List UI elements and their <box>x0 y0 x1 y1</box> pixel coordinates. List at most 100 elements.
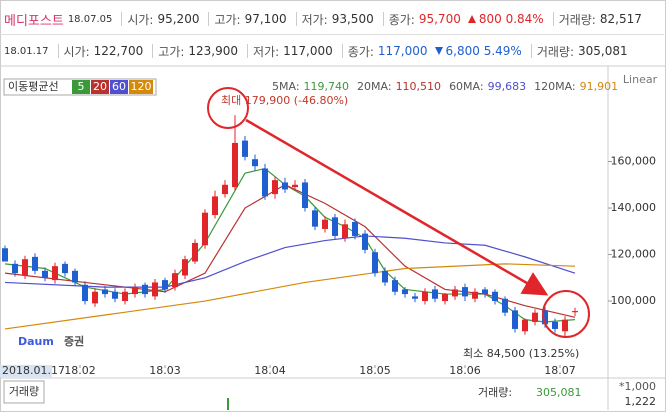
quote-row-latest: 메디포스트 18.07.05 시가: 95,200 고가: 97,100 저가: 93… <box>0 4 664 35</box>
candle-body <box>162 280 168 290</box>
volume-tab-label: 거래량 <box>9 385 39 398</box>
candle-body <box>432 289 438 299</box>
candle-body <box>92 291 98 304</box>
candle-body <box>222 184 228 195</box>
x-tick-label: 18.05 <box>359 364 391 377</box>
candle-body <box>72 270 78 283</box>
candle-body <box>232 142 238 188</box>
field-value: 117,000 <box>283 44 333 58</box>
candle-body <box>312 210 318 227</box>
candle-body <box>382 270 388 283</box>
candle-body <box>362 233 368 250</box>
x-tick-label: 18.04 <box>254 364 286 377</box>
x-tick-label: 18.03 <box>149 364 181 377</box>
candle-body <box>202 212 208 246</box>
ma-legend-name: 20MA: <box>357 80 392 93</box>
candle-body <box>252 159 258 167</box>
field-value: 117,000 <box>377 44 428 58</box>
candle-body <box>2 248 8 262</box>
ma-legend-value: 91,901 <box>580 80 619 93</box>
ma-legend-name: 120MA: <box>534 80 576 93</box>
candle-body <box>262 168 268 197</box>
field-value: 97,100 <box>244 12 287 26</box>
volume-bar-decor <box>227 398 229 410</box>
volume-value: 305,081 <box>536 386 582 399</box>
candle-body <box>392 280 398 292</box>
candle-body <box>32 256 38 271</box>
x-tick-label: 18.06 <box>449 364 481 377</box>
candle-body <box>132 287 138 295</box>
candle-body <box>482 289 488 295</box>
field-value: 93,500 <box>331 12 374 26</box>
volume-tab[interactable] <box>3 380 45 404</box>
candle-body <box>212 196 218 216</box>
ma-legend-value: 99,683 <box>488 80 527 93</box>
up-icon <box>467 15 476 23</box>
field-value: 95,700 <box>418 12 461 26</box>
ma-button-label: 5 <box>78 80 85 93</box>
field-label: 종가: <box>347 44 374 59</box>
down-icon <box>434 47 443 55</box>
volume-label: 거래량: <box>558 12 596 27</box>
candle-body <box>182 259 188 276</box>
candle-body <box>332 217 338 236</box>
moving-average-line <box>4 167 576 323</box>
ma-legend-value: 119,740 <box>304 80 350 93</box>
candle-body <box>12 263 18 274</box>
candle-body <box>562 319 568 332</box>
date-highlight <box>0 365 52 377</box>
ma-button[interactable] <box>110 80 128 94</box>
ma-legend-name: 60MA: <box>449 80 484 93</box>
candle-body <box>422 291 428 302</box>
field-label: 종가: <box>388 12 415 27</box>
ma-button[interactable] <box>72 80 90 94</box>
ma-button[interactable] <box>91 80 109 94</box>
ma-button-label: 60 <box>112 80 126 93</box>
volume-label: 거래량: <box>536 44 574 59</box>
quote-row-hover: 18.01.17 시가: 122,700 고가: 123,900 저가: 117,00… <box>0 36 664 66</box>
candle-body <box>412 296 418 299</box>
candle-body <box>282 182 288 190</box>
ma-button[interactable] <box>129 80 153 94</box>
volume-value-label: 거래량: <box>478 386 512 399</box>
scale-label[interactable]: Linear <box>623 73 658 86</box>
y-tick-label: 160,000 <box>611 155 657 168</box>
candle-body <box>142 284 148 295</box>
candle-body <box>342 224 348 239</box>
field-value: 95,200 <box>157 12 200 26</box>
candle-body <box>302 182 308 209</box>
trend-arrow <box>245 118 549 296</box>
ma-toolbar-label: 이동평균선 <box>8 80 59 93</box>
candle-body <box>532 312 538 322</box>
candle-body <box>452 289 458 297</box>
x-tick-label: 18.07 <box>544 364 576 377</box>
change: 800 0.84% <box>478 12 544 26</box>
candle-body <box>352 221 358 236</box>
candle-body <box>102 289 108 295</box>
ma-legend-name: 5MA: <box>272 80 300 93</box>
x-tick-label: 2018.01.17 <box>2 364 65 377</box>
candle-body <box>322 219 328 229</box>
candle-body <box>472 291 478 299</box>
volume: 305,081 <box>578 44 628 58</box>
candle-body <box>242 140 248 157</box>
field-value: 123,900 <box>188 44 239 58</box>
candle-body <box>502 298 508 313</box>
stock-name: 메디포스트 <box>4 13 64 29</box>
field-label: 고가: <box>214 12 241 27</box>
volume-axis-value: 1,222 <box>625 395 657 408</box>
moving-average-line <box>4 184 576 318</box>
candle-body <box>552 321 558 329</box>
candle-body <box>192 242 198 262</box>
candle-body <box>22 259 28 276</box>
candle-body <box>272 180 278 195</box>
candle-body <box>462 287 468 297</box>
candle-body <box>292 184 298 188</box>
candle-body <box>542 310 548 325</box>
max-annotation: 최대 179,900 (-46.80%) <box>221 94 348 107</box>
candle-body <box>442 294 448 302</box>
change: 6,800 5.49% <box>445 44 522 58</box>
candle-body <box>112 291 118 299</box>
